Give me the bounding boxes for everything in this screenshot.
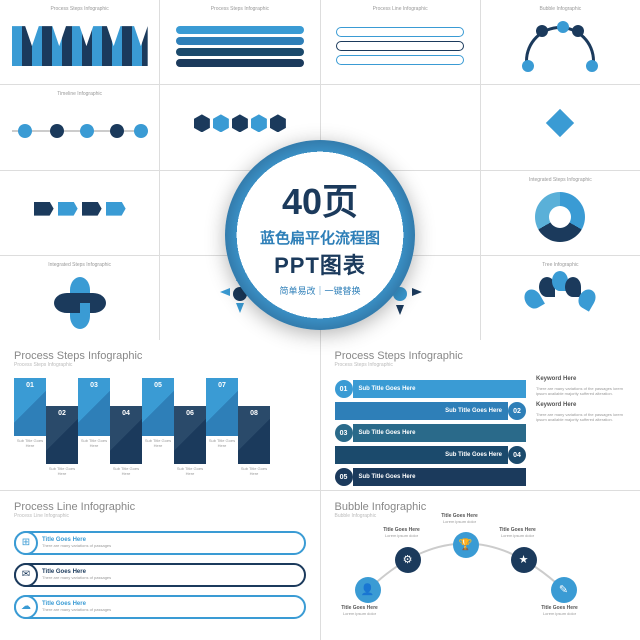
bubble-arc: 👤Title Goes HereLorem ipsum dolor⚙Title … (335, 527, 627, 617)
process-line-list: ⊞Title Goes HereThere are many variation… (14, 531, 306, 619)
slide-bubble: Bubble Infographic Bubble Infographic 👤T… (321, 491, 640, 640)
badge-tagline: 简单易改｜一键替换 (279, 284, 360, 297)
keyword-desc: There are many variations of the passage… (536, 386, 626, 396)
slide-process-line: Process Line Infographic Process Line In… (0, 491, 320, 640)
mini-slide: Timeline Infographic (0, 85, 159, 169)
featured-slides: Process Steps Infographic Process Steps … (0, 340, 640, 640)
slide-subtitle: Process Steps Infographic (335, 362, 627, 368)
mini-slide: Integrated Steps Infographic (481, 171, 640, 255)
slide-title: Process Steps Infographic (14, 350, 306, 362)
slide-subtitle: Process Line Infographic (14, 513, 306, 519)
slide-subtitle: Process Steps Infographic (14, 362, 306, 368)
slide-title: Process Steps Infographic (335, 350, 627, 362)
mini-slide: Process Steps Infographic (160, 0, 319, 84)
mini-slide: Integrated Steps Infographic (0, 256, 159, 340)
mini-slide (481, 85, 640, 169)
mini-slide: Tree Infographic (481, 256, 640, 340)
slide-zigzag: Process Steps Infographic Process Steps … (0, 340, 320, 490)
mini-slide: Process Steps Infographic (0, 0, 159, 84)
mini-slide: Bubble Infographic (481, 0, 640, 84)
mini-slide (0, 171, 159, 255)
center-badge: 40页 蓝色扁平化流程图 PPT图表 简单易改｜一键替换 (225, 140, 415, 330)
slide-scurve: Process Steps Infographic Process Steps … (321, 340, 640, 490)
slide-title: Bubble Infographic (335, 501, 627, 513)
zigzag-ribbon: 01Sub Title Goes Here02Sub Title Goes He… (14, 378, 306, 464)
scurve-list: 01Sub Title Goes Here02Sub Title Goes He… (335, 380, 527, 490)
slide-title: Process Line Infographic (14, 501, 306, 513)
keyword-label: Keyword Here (536, 376, 626, 384)
mini-slide: Process Line Infographic (321, 0, 480, 84)
badge-ppt: PPT图表 (274, 248, 366, 280)
badge-page-count: 40页 (282, 173, 358, 225)
badge-title: 蓝色扁平化流程图 (260, 227, 380, 248)
